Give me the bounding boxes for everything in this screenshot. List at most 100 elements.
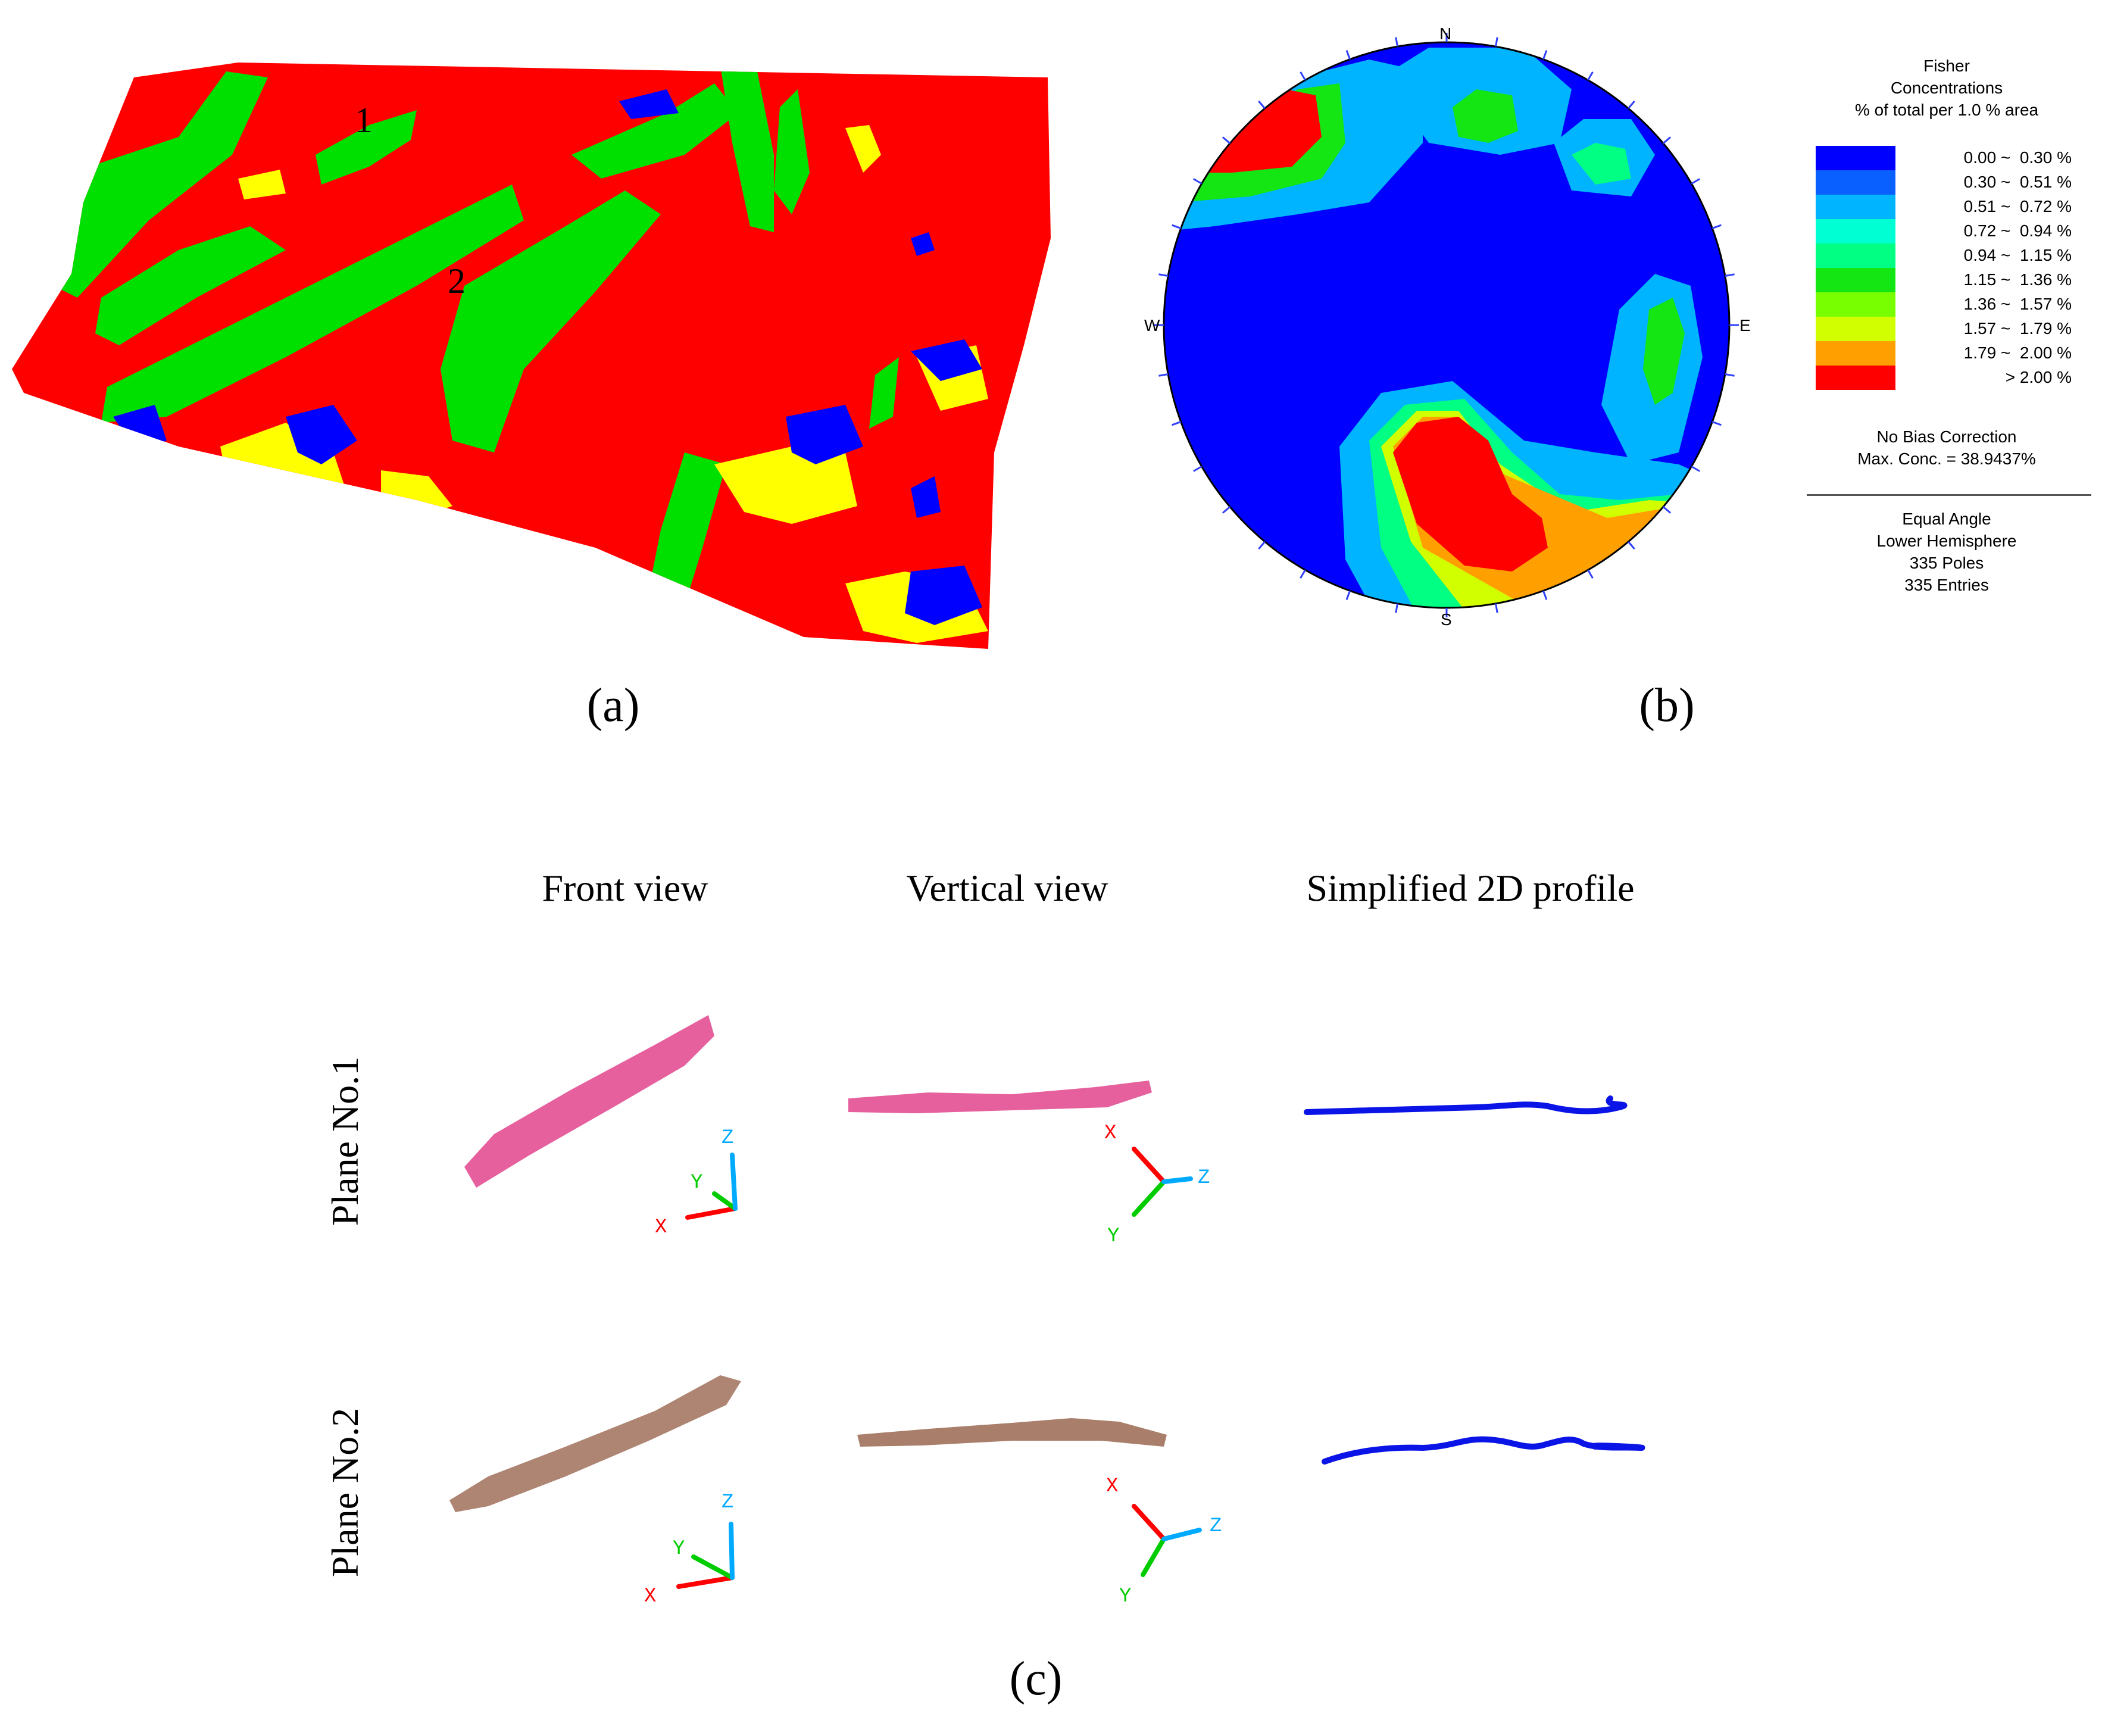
legend-swatch xyxy=(1816,170,1895,195)
green-band-left-lower xyxy=(95,226,286,345)
contour-e-core xyxy=(1643,298,1685,405)
stereonet-tick xyxy=(1725,273,1735,277)
yellow-region-lower-center xyxy=(714,447,857,524)
blue-region-right xyxy=(911,339,982,381)
blue-region-top xyxy=(619,89,679,119)
legend-range-label: 1.57 ~ 1.79 % xyxy=(1963,319,2072,338)
compass-west: W xyxy=(1144,316,1160,335)
legend-range-label: 1.36 ~ 1.57 % xyxy=(1963,295,2072,313)
stereonet-tick xyxy=(1628,541,1635,550)
stereonet-tick xyxy=(1172,421,1182,426)
plane-2-front-view-cloud xyxy=(449,1375,741,1512)
yellow-region-right-top xyxy=(845,125,881,173)
stereonet-tick xyxy=(1587,71,1594,81)
legend-swatch xyxy=(1816,268,1895,292)
plane-2-vertical-view-cloud xyxy=(857,1418,1167,1447)
panel-a-pointcloud-map: 1 2 xyxy=(12,63,1051,649)
heading-2d-profile: Simplified 2D profile xyxy=(1306,867,1635,909)
plane-1-vertical-axis-z xyxy=(1161,1176,1193,1184)
stereonet-tick xyxy=(1495,603,1498,613)
legend-range-label: 0.51 ~ 0.72 % xyxy=(1963,197,2072,216)
plane-2-front-label-y: Y xyxy=(673,1538,685,1560)
plane-2-vertical-label-x: X xyxy=(1106,1475,1118,1498)
plane-1-front-label-z: Z xyxy=(722,1127,733,1150)
blue-region-small xyxy=(911,476,941,518)
heading-front-view: Front view xyxy=(542,867,708,909)
stereonet-tick xyxy=(1158,373,1169,377)
legend-swatch xyxy=(1816,341,1895,366)
stereonet-tick xyxy=(1222,136,1231,144)
plane-1-vertical-view-cloud xyxy=(848,1081,1152,1113)
legend-row: 1.36 ~ 1.57 % xyxy=(1816,292,2095,317)
contour-ne-core xyxy=(1572,143,1631,185)
stereonet-tick xyxy=(1725,373,1735,377)
plane-2-front-axis-x xyxy=(676,1575,735,1589)
legend-row: 1.15 ~ 1.36 % xyxy=(1816,268,2095,292)
plane-2-front-label-z: Z xyxy=(722,1491,733,1514)
legend-range-label: > 2.00 % xyxy=(2005,368,2072,386)
stereonet-tick xyxy=(1222,506,1231,514)
plane-marker-1: 1 xyxy=(355,101,373,140)
stereonet-tick xyxy=(1193,466,1203,472)
plane-1-vertical-axis-x xyxy=(1132,1147,1166,1184)
stereonet-tick-marks xyxy=(1154,33,1739,617)
plane-1-front-view-cloud xyxy=(464,1015,714,1188)
plane-1-vertical-label-x: X xyxy=(1104,1122,1116,1145)
stereonet-tick xyxy=(1662,506,1672,514)
compass-south: S xyxy=(1441,610,1452,629)
green-band-top-left xyxy=(54,71,268,298)
green-band-plane-1 xyxy=(316,110,417,185)
caption-b: (b) xyxy=(1639,679,1695,732)
plane-1-front-axis-z xyxy=(730,1153,738,1211)
legend-swatch xyxy=(1816,243,1895,268)
green-band-plane-2 xyxy=(101,185,524,423)
legend-range-label: 0.00 ~ 0.30 % xyxy=(1963,148,2072,167)
plane-2-vertical-label-z: Z xyxy=(1210,1515,1222,1538)
blue-region-bottom-right xyxy=(905,566,982,625)
legend-swatch xyxy=(1816,292,1895,317)
blue-region-middle xyxy=(786,405,863,464)
legend-title-line-2: Concentrations xyxy=(1890,79,2003,97)
plane-1-front-label-x: X xyxy=(655,1216,667,1239)
stereonet-tick xyxy=(1172,224,1182,229)
stereonet-tick xyxy=(1345,590,1351,600)
stereonet-tick xyxy=(1495,37,1498,47)
green-band-center xyxy=(441,191,661,452)
plane-2-vertical-label-y: Y xyxy=(1119,1585,1131,1608)
plane-2-front-label-x: X xyxy=(644,1585,656,1608)
plane-marker-2: 2 xyxy=(448,261,466,301)
projection-type: Equal Angle xyxy=(1902,510,1991,528)
plane-2-vertical-axes xyxy=(1132,1504,1202,1577)
legend-row: 1.57 ~ 1.79 % xyxy=(1816,317,2095,341)
plane-1-front-label-y: Y xyxy=(691,1172,702,1194)
legend-row: 0.72 ~ 0.94 % xyxy=(1816,219,2095,243)
yellow-region-top xyxy=(238,170,286,199)
projection-info: Equal Angle Lower Hemisphere 335 Poles 3… xyxy=(1810,508,2084,596)
legend-range-label: 1.15 ~ 1.36 % xyxy=(1963,270,2072,289)
legend-swatch xyxy=(1816,366,1895,390)
legend-range-label: 0.94 ~ 1.15 % xyxy=(1963,246,2072,264)
plane-2-vertical-axis-z xyxy=(1161,1528,1202,1541)
legend-swatch xyxy=(1816,146,1895,170)
stereonet-tick xyxy=(1691,466,1700,472)
plane-1-front-axis-x xyxy=(685,1206,738,1220)
blue-region-top-right xyxy=(911,232,935,256)
stereonet-tick xyxy=(1542,50,1548,60)
legend-title-line-3: % of total per 1.0 % area xyxy=(1854,101,2039,119)
stereonet-tick xyxy=(1258,100,1266,110)
stereonet-tick xyxy=(1395,603,1398,613)
legend-row: 1.79 ~ 2.00 % xyxy=(1816,341,2095,366)
plane-2-vertical-axis-y xyxy=(1141,1537,1166,1577)
plane-2-vertical-axis-x xyxy=(1132,1504,1166,1541)
stereonet-tick xyxy=(1587,569,1594,579)
plane-1-vertical-label-z: Z xyxy=(1198,1167,1210,1189)
compass-east: E xyxy=(1739,316,1751,335)
plane-2-front-axis-y xyxy=(691,1554,735,1580)
plane-1-2d-profile xyxy=(1304,1095,1628,1115)
legend-row: 0.30 ~ 0.51 % xyxy=(1816,170,2095,195)
entries-count: 335 Entries xyxy=(1904,576,1989,594)
legend-row: 0.51 ~ 0.72 % xyxy=(1816,195,2095,219)
plane-1-front-axes xyxy=(685,1153,738,1220)
stereonet-tick xyxy=(1300,569,1306,579)
green-band-top-right xyxy=(774,89,810,214)
